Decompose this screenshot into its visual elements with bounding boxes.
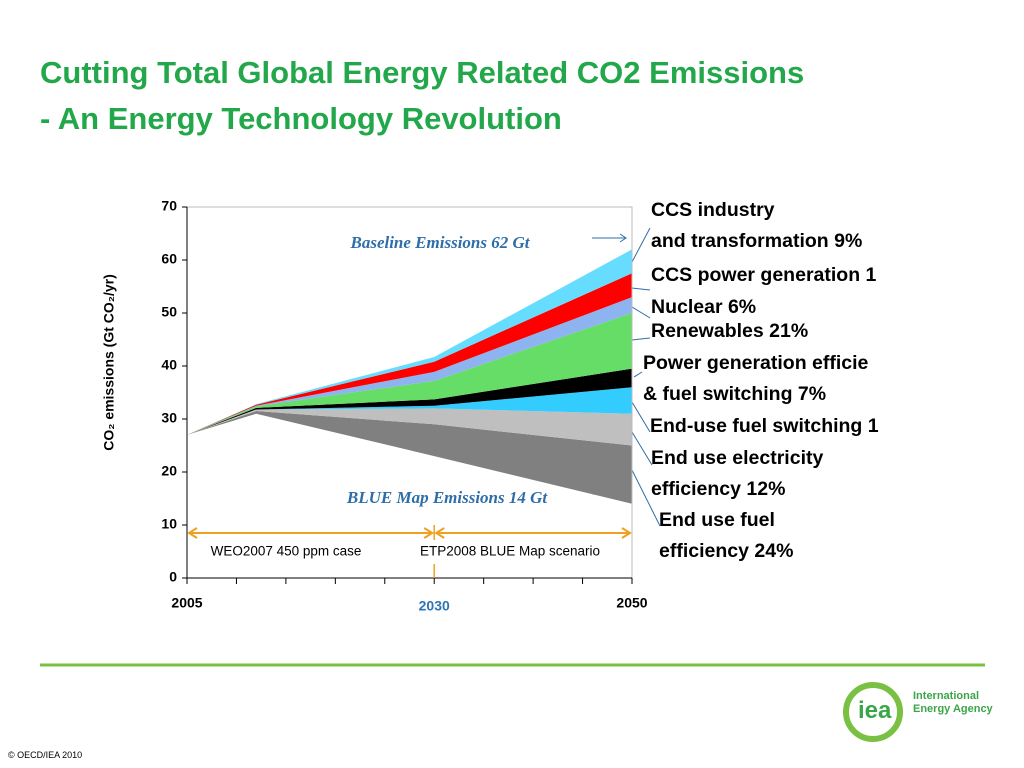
area [187,313,632,435]
annotation-box [192,540,626,564]
series-label: CCS power generation 1 [651,264,877,286]
y-axis-label: CO₂ emissions (Gt CO₂/yr) [101,274,117,451]
x-tick-label: 2030 [419,598,450,614]
arrow-head [187,527,435,539]
series-label: CCS industry and transformation 9% [651,199,863,252]
annotation: BLUE Map Emissions 14 Gt [346,488,549,507]
area [187,411,632,504]
copyright: © OECD/IEA 2010 [8,750,83,760]
plot [187,249,632,578]
x-tick-label: 2005 [171,595,202,611]
area [187,413,632,578]
series-label: End use fuel efficiency 24% [659,509,794,562]
series-label: Power generation efficie & fuel switchin… [643,352,869,405]
arrow-head [434,527,632,539]
logo-mark: iea [858,697,892,724]
y-tick-label: 50 [161,304,177,320]
x-tick-label: 2050 [616,595,647,611]
y-tick-label: 40 [161,357,177,373]
y-tick-label: 30 [161,410,177,426]
y-tick-label: 60 [161,251,177,267]
slide-title: Cutting Total Global Energy Related CO2 … [40,55,805,136]
y-tick-label: 0 [169,569,177,585]
series-labels: End use fuel efficiency 24% End use elect… [643,199,879,562]
series-label: Nuclear 6% [651,296,757,318]
logo-text: International Energy Agency [913,690,993,715]
series-label: End-use fuel switching 1 [650,415,879,437]
y-tick-label: 10 [161,516,177,532]
area [187,387,632,435]
annotation: ETP2008 BLUE Map scenario [420,544,600,559]
series-label: Renewables 21% [651,320,809,342]
logo-ring [843,682,903,742]
area [187,408,632,446]
y-tick-label: 20 [161,463,177,479]
annotation: WEO2007 450 ppm case [211,544,362,559]
area [187,368,632,435]
y-tick-label: 70 [161,198,177,214]
annotation: Baseline Emissions 62 Gt [349,233,530,252]
series-label: End use electricity efficiency 12% [651,447,824,500]
